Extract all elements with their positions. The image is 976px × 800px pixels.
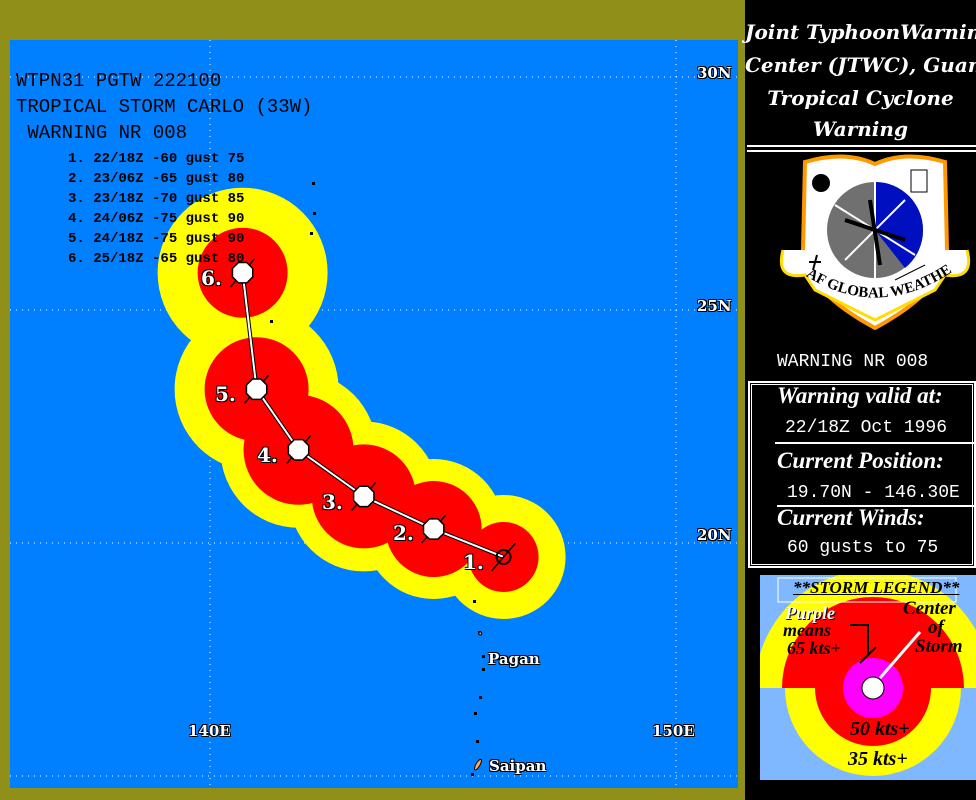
lon-label-150e: 150E xyxy=(652,722,695,740)
forecast-position-symbol xyxy=(245,378,268,401)
position-marker-2: 2. xyxy=(393,521,414,545)
island-saipan xyxy=(473,758,482,771)
position-marker-4: 4. xyxy=(257,443,278,467)
panel-title-line: Center (JTWC), Guam xyxy=(745,53,976,77)
forecast-position-symbol xyxy=(422,518,445,540)
divider xyxy=(747,145,976,152)
info-panel: Joint TyphoonWarning Center (JTWC), Guam… xyxy=(745,0,976,800)
af-global-weather-center-logo: AF GLOBAL WEATHER CENTER xyxy=(775,150,971,330)
lat-label-30n: 30N xyxy=(697,64,732,82)
valid-value: 22/18Z Oct 1996 xyxy=(785,418,948,438)
islands xyxy=(270,182,485,776)
island xyxy=(476,740,479,743)
island xyxy=(270,320,273,323)
position-marker-1: 1. xyxy=(463,550,484,574)
warning-number: WARNING NR 008 xyxy=(16,122,188,144)
valid-label: Warning valid at: xyxy=(777,383,943,408)
divider xyxy=(775,442,975,444)
forecast-line: 2. 23/06Z -65 gust 80 xyxy=(68,171,245,187)
track-line xyxy=(241,272,504,558)
island xyxy=(471,773,474,776)
winds-value: 60 gusts to 75 xyxy=(787,538,939,558)
position-label: Current Position: xyxy=(777,448,944,473)
storm-legend xyxy=(760,575,976,780)
island xyxy=(482,668,485,671)
forecast-line: 5. 24/18Z -75 gust 90 xyxy=(68,231,245,247)
place-label-pagan: Pagan xyxy=(488,650,540,668)
divider xyxy=(777,505,975,507)
island xyxy=(482,655,485,658)
storm-name: TROPICAL STORM CARLO (33W) xyxy=(16,96,313,118)
island xyxy=(474,712,477,715)
winds-label: Current Winds: xyxy=(777,505,925,530)
current-position-symbol xyxy=(495,548,512,565)
lat-label-20n: 20N xyxy=(697,526,732,544)
lon-label-140e: 140E xyxy=(188,722,231,740)
legend-35kts: 35 kts+ xyxy=(848,748,908,770)
legend-center: Center xyxy=(903,598,956,619)
island-pagan xyxy=(478,631,483,636)
forecast-position-symbol xyxy=(352,485,375,508)
cyclone-symbol-tail xyxy=(491,542,517,572)
panel-title-line: Tropical Cyclone xyxy=(767,86,954,110)
legend-50kts: 50 kts+ xyxy=(850,718,910,740)
current-status-box xyxy=(748,381,976,568)
island xyxy=(479,696,482,699)
position-value: 19.70N - 146.30E xyxy=(787,483,960,503)
forecast-line: 4. 24/06Z -75 gust 90 xyxy=(68,211,245,227)
legend-means: means xyxy=(783,620,832,640)
forecast-line: 3. 23/18Z -70 gust 85 xyxy=(68,191,245,207)
panel-title-line: Joint TyphoonWarning xyxy=(745,20,976,44)
legend-of: of xyxy=(928,617,944,638)
forecast-line: 1. 22/18Z -60 gust 75 xyxy=(68,151,245,167)
island xyxy=(310,232,313,235)
legend-storm: Storm xyxy=(915,636,963,657)
island xyxy=(312,182,315,185)
place-label-saipan: Saipan xyxy=(489,757,547,775)
storm-track xyxy=(230,258,517,572)
forecast-line: 6. 25/18Z -65 gust 80 xyxy=(68,251,245,267)
ocean xyxy=(10,40,738,788)
lat-label-25n: 25N xyxy=(697,297,732,315)
panel-warning-number: WARNING NR 008 xyxy=(777,352,929,372)
position-marker-6: 6. xyxy=(201,266,222,290)
bulletin-id: WTPN31 PGTW 222100 xyxy=(16,70,222,92)
forecast-position-symbol xyxy=(287,438,310,461)
legend-purple: Purple xyxy=(785,603,836,623)
position-marker-3: 3. xyxy=(322,490,343,514)
island xyxy=(313,212,316,215)
island xyxy=(473,600,476,603)
panel-title-line: Warning xyxy=(813,117,908,141)
forecast-position-symbol xyxy=(231,261,254,284)
legend-65kts: 65 kts+ xyxy=(787,638,841,658)
legend-title: **STORM LEGEND** xyxy=(793,578,960,597)
graticule xyxy=(10,40,738,788)
position-marker-5: 5. xyxy=(215,382,236,406)
